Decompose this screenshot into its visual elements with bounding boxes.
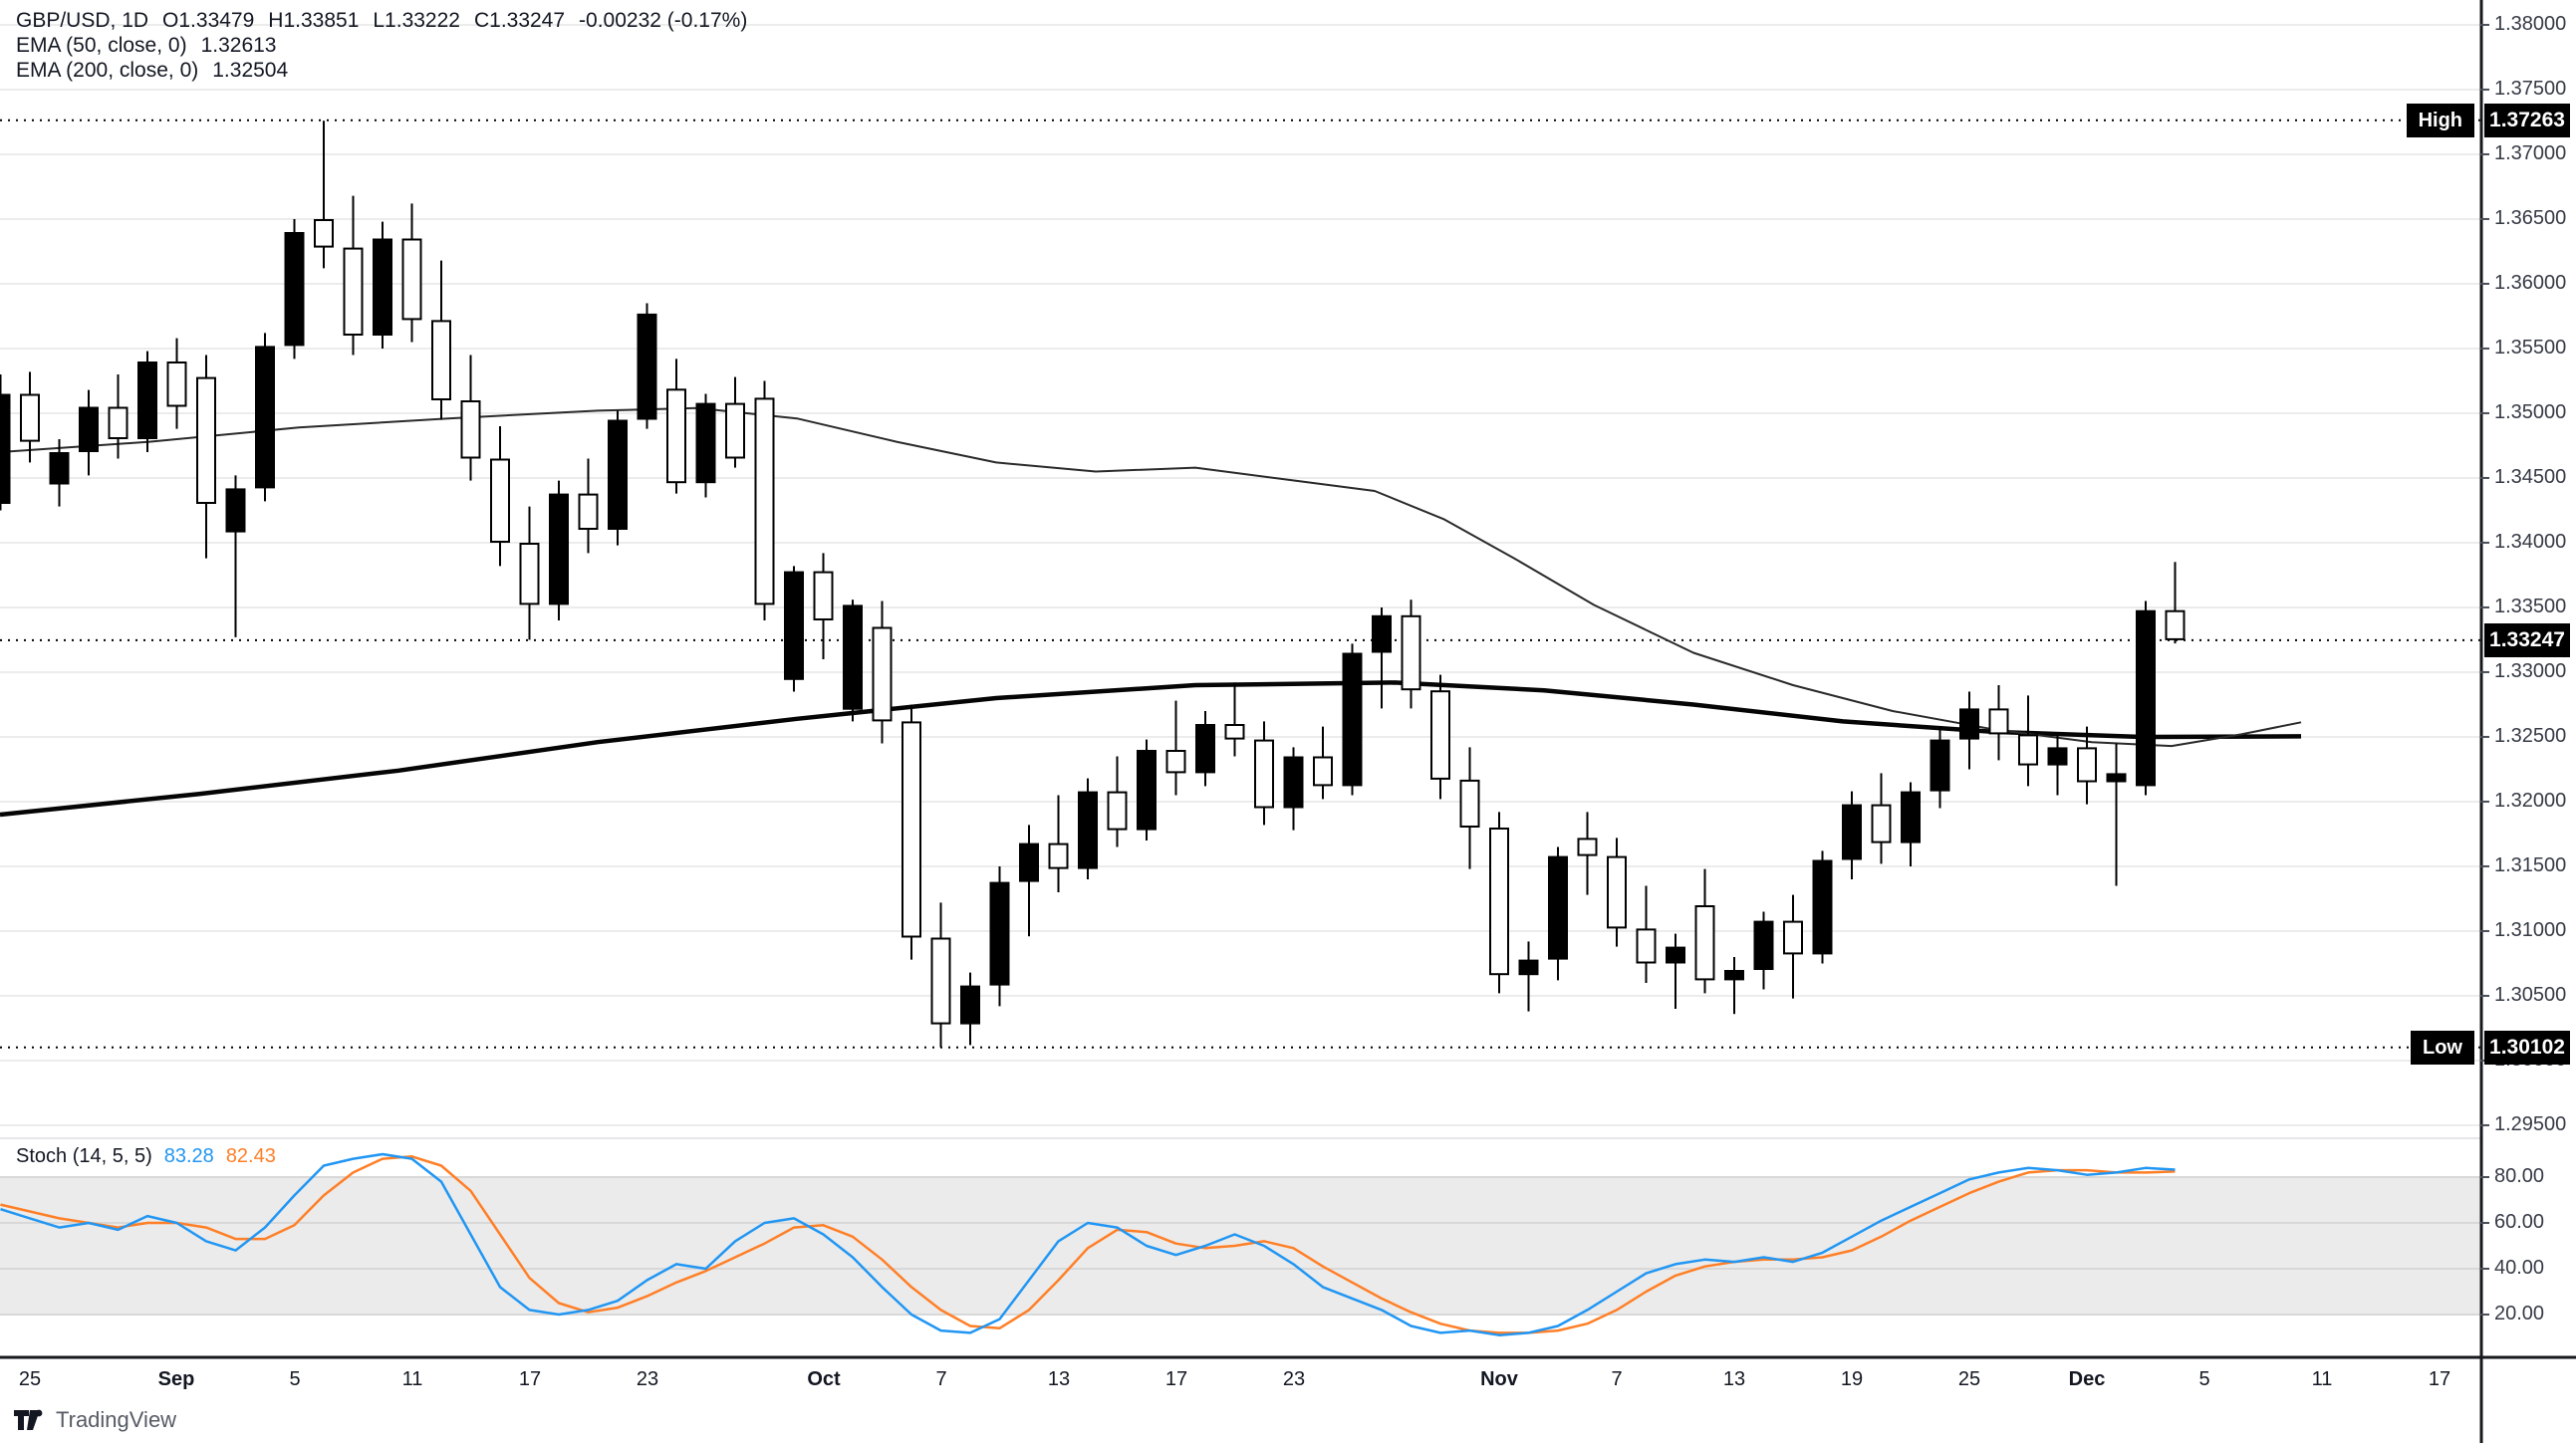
price-tick-label: 1.31500 [2494, 853, 2567, 876]
time-tick-label: Sep [157, 1368, 195, 1390]
time-tick-label: 5 [289, 1368, 301, 1390]
time-tick-label: Nov [1480, 1368, 1518, 1390]
time-tick-label: 7 [935, 1368, 947, 1390]
tradingview-logo-text: TradingView [56, 1407, 177, 1432]
last-price-badge: 1.33247 [2484, 622, 2570, 657]
change-value: -0.00232 (-0.17%) [579, 9, 748, 32]
close-value: C1.33247 [473, 9, 566, 32]
ema50-label[interactable]: EMA (50, close, 0) [16, 34, 187, 57]
price-tick-label: 1.32500 [2494, 724, 2567, 747]
ema200-label[interactable]: EMA (200, close, 0) [16, 59, 199, 82]
time-tick-label: 5 [2198, 1368, 2210, 1390]
high-value: H1.33851 [268, 9, 360, 32]
price-tick-label: 1.38000 [2494, 12, 2567, 35]
time-tick-label: 23 [1282, 1368, 1306, 1390]
price-tick-label: 1.32000 [2494, 789, 2567, 812]
low-value: L1.33222 [373, 9, 460, 32]
price-tick-label: 1.36500 [2494, 206, 2567, 229]
stoch-k-value: 83.28 [163, 1145, 214, 1167]
low-price-badge: 1.30102 [2484, 1030, 2570, 1065]
price-tick-label: 1.33000 [2494, 659, 2567, 682]
price-tick-label: 1.37000 [2494, 141, 2567, 164]
open-value: O1.33479 [162, 9, 255, 32]
ema200-value: 1.32504 [212, 59, 289, 82]
tradingview-logo-icon [14, 1409, 43, 1430]
time-tick-label: 13 [1722, 1368, 1746, 1390]
stoch-tick-label: 20.00 [2494, 1303, 2545, 1324]
price-tick-label: 1.33500 [2494, 595, 2567, 617]
price-tick-label: 1.29500 [2494, 1112, 2567, 1135]
high-label-chip: High [2406, 103, 2474, 137]
tradingview-logo[interactable]: TradingView [14, 1407, 176, 1433]
symbol-ohlc-row[interactable]: GBP/USD, 1D O1.33479 H1.33851 L1.33222 C1.33… [16, 8, 761, 33]
price-tick-label: 1.31000 [2494, 918, 2567, 941]
stoch-tick-label: 40.00 [2494, 1257, 2545, 1279]
time-tick-label: 13 [1047, 1368, 1071, 1390]
price-tick-label: 1.34000 [2494, 530, 2567, 553]
price-tick-label: 1.34500 [2494, 465, 2567, 488]
ema50-value: 1.32613 [200, 34, 277, 57]
high-price-badge: 1.37263 [2484, 103, 2570, 137]
time-tick-label: 17 [518, 1368, 542, 1390]
stoch-label[interactable]: Stoch (14, 5, 5) [16, 1145, 152, 1167]
low-label-chip: Low [2411, 1030, 2474, 1065]
price-tick-label: 1.37500 [2494, 77, 2567, 100]
time-tick-label: 11 [2311, 1368, 2333, 1390]
time-tick-label: Dec [2068, 1368, 2106, 1390]
stoch-d-value: 82.43 [225, 1145, 276, 1167]
ema200-legend-row[interactable]: EMA (200, close, 0) 1.32504 [16, 58, 761, 83]
price-tick-label: 1.35000 [2494, 400, 2567, 423]
time-tick-label: 17 [1164, 1368, 1188, 1390]
time-tick-label: 7 [1611, 1368, 1623, 1390]
symbol-title[interactable]: GBP/USD, 1D [16, 9, 149, 32]
time-tick-label: 11 [401, 1368, 423, 1390]
price-tick-label: 1.30500 [2494, 983, 2567, 1006]
time-tick-label: 25 [18, 1368, 42, 1390]
time-tick-label: 23 [636, 1368, 659, 1390]
symbol-legend[interactable]: GBP/USD, 1D O1.33479 H1.33851 L1.33222 C1.33… [16, 8, 761, 83]
time-tick-label: 25 [1957, 1368, 1981, 1390]
price-tick-label: 1.35500 [2494, 336, 2567, 359]
time-tick-label: 19 [1840, 1368, 1864, 1390]
stoch-tick-label: 60.00 [2494, 1211, 2545, 1233]
ema50-legend-row[interactable]: EMA (50, close, 0) 1.32613 [16, 33, 761, 58]
time-tick-label: Oct [807, 1368, 841, 1390]
stoch-tick-label: 80.00 [2494, 1165, 2545, 1187]
stoch-legend-row[interactable]: Stoch (14, 5, 5) 83.28 82.43 [16, 1145, 288, 1168]
price-tick-label: 1.36000 [2494, 271, 2567, 294]
time-tick-label: 17 [2428, 1368, 2451, 1390]
